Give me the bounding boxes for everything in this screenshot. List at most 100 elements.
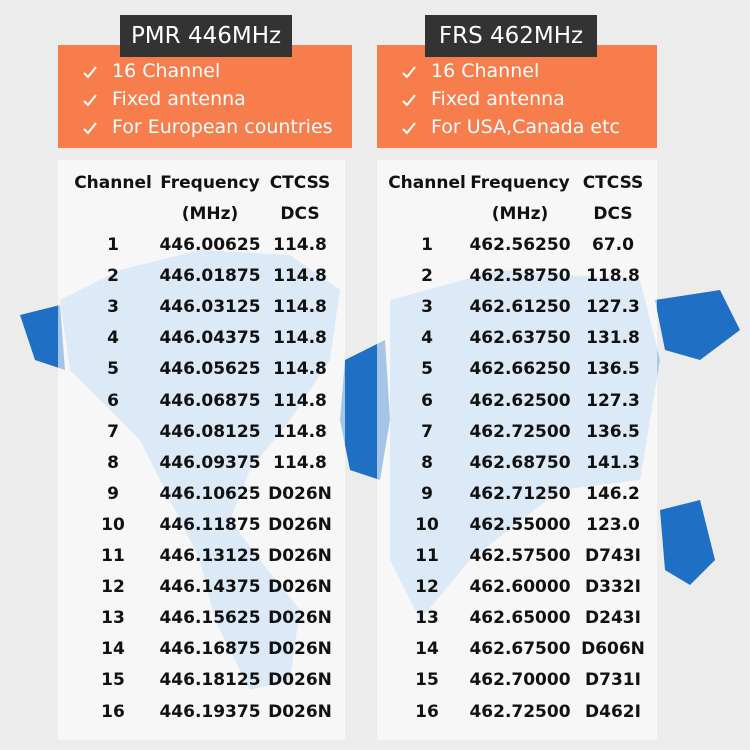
check-icon (83, 122, 97, 135)
table-cell: D743I (585, 546, 641, 566)
table-cell: 114.8 (273, 328, 327, 349)
table-cell: 11 (101, 546, 125, 566)
check-icon (83, 66, 97, 79)
table-header: CTCSS (582, 173, 644, 193)
table-cell: 446.01875 (159, 266, 261, 287)
table-cell: D606N (581, 639, 645, 660)
table-cell: 9 (107, 483, 119, 504)
table-header: Channel (74, 173, 152, 193)
table-cell: 462.72500 (469, 421, 571, 442)
table-cell: 462.62500 (469, 390, 571, 411)
feature-text: For USA,Canada etc (431, 116, 621, 138)
table-cell: 114.8 (273, 297, 327, 318)
table-panel (58, 160, 345, 740)
table-cell: 114.8 (273, 390, 327, 411)
table-cell: D026N (268, 483, 332, 504)
table-cell: 446.08125 (159, 421, 261, 442)
table-cell: 127.3 (586, 297, 640, 318)
table-cell: 13 (415, 608, 439, 629)
table-cell: 462.58750 (469, 266, 571, 287)
table-cell: 6 (421, 390, 433, 411)
table-cell: 446.14375 (159, 577, 261, 598)
table-cell: 14 (415, 639, 439, 660)
table-cell: 123.0 (586, 514, 640, 535)
table-cell: 10 (415, 514, 439, 535)
table-cell: 127.3 (586, 390, 640, 411)
table-cell: 462.63750 (469, 328, 571, 349)
table-cell: 114.8 (273, 421, 327, 442)
table-cell: 446.15625 (159, 608, 261, 629)
table-cell: 462.68750 (469, 452, 571, 473)
table-cell: 114.8 (273, 235, 327, 255)
table-cell: 5 (107, 359, 119, 380)
table-cell: 446.09375 (159, 452, 261, 473)
table-cell: 3 (107, 297, 119, 318)
table-cell: 462.65000 (469, 608, 571, 629)
table-cell: D026N (268, 670, 332, 691)
table-cell: 15 (101, 670, 125, 691)
table-cell: D462I (585, 701, 641, 722)
table-cell: 446.10625 (159, 483, 261, 504)
table-cell: 114.8 (273, 359, 327, 380)
table-cell: 114.8 (273, 266, 327, 287)
table-cell: 12 (415, 577, 439, 598)
feature-text: For European countries (112, 116, 333, 138)
table-cell: 67.0 (592, 235, 634, 255)
table-cell: 462.55000 (469, 514, 571, 535)
table-cell: 446.04375 (159, 328, 261, 349)
table-cell: 114.8 (273, 452, 327, 473)
table-cell: 11 (415, 546, 439, 566)
table-cell: 462.67500 (469, 639, 571, 660)
feature-text: 16 Channel (112, 60, 221, 82)
table-cell: 446.19375 (159, 701, 261, 722)
table-cell: 446.11875 (159, 514, 261, 535)
table-cell: 7 (107, 421, 119, 442)
table-cell: 141.3 (586, 452, 640, 473)
panel-title: PMR 446MHz (120, 15, 292, 57)
table-cell: 136.5 (586, 359, 640, 380)
table-cell: 10 (101, 514, 125, 535)
table-cell: 4 (107, 328, 119, 349)
table-cell: 14 (101, 639, 125, 660)
table-cell: 118.8 (586, 266, 640, 287)
table-header: CTCSS (269, 173, 331, 193)
table-cell: 462.66250 (469, 359, 571, 380)
table-cell: D332I (585, 577, 641, 598)
table-cell: 462.56250 (469, 235, 571, 255)
feature-text: Fixed antenna (431, 88, 565, 110)
feature-box (377, 45, 657, 148)
table-cell: D026N (268, 514, 332, 535)
table-panel (377, 160, 657, 740)
table-cell: 462.70000 (469, 670, 571, 691)
map-russia (655, 290, 740, 360)
map-alaska (20, 305, 65, 370)
table-cell: 4 (421, 328, 433, 349)
table-cell: 2 (421, 266, 433, 287)
table-cell: 446.05625 (159, 359, 261, 380)
table-cell: D026N (268, 546, 332, 566)
table-cell: 146.2 (586, 483, 640, 504)
table-cell: 16 (101, 701, 125, 722)
table-cell: D026N (268, 639, 332, 660)
table-cell: 5 (421, 359, 433, 380)
table-cell: 446.18125 (159, 670, 261, 691)
table-cell: 12 (101, 577, 125, 598)
check-icon (402, 66, 416, 79)
table-header: DCS (593, 204, 633, 224)
feature-box (58, 45, 352, 148)
map-australia (660, 500, 715, 585)
table-cell: 462.61250 (469, 297, 571, 318)
table-cell: 446.03125 (159, 297, 261, 318)
table-cell: 7 (421, 421, 433, 442)
table-cell: D026N (268, 577, 332, 598)
table-cell: 462.71250 (469, 483, 571, 504)
table-header: Channel (388, 173, 466, 193)
table-header: DCS (280, 204, 320, 224)
table-cell: 446.00625 (159, 235, 261, 255)
table-cell: 13 (101, 608, 125, 629)
table-header: Frequency (160, 173, 260, 193)
table-cell: 9 (421, 483, 433, 504)
feature-text: Fixed antenna (112, 88, 246, 110)
table-cell: D026N (268, 701, 332, 722)
